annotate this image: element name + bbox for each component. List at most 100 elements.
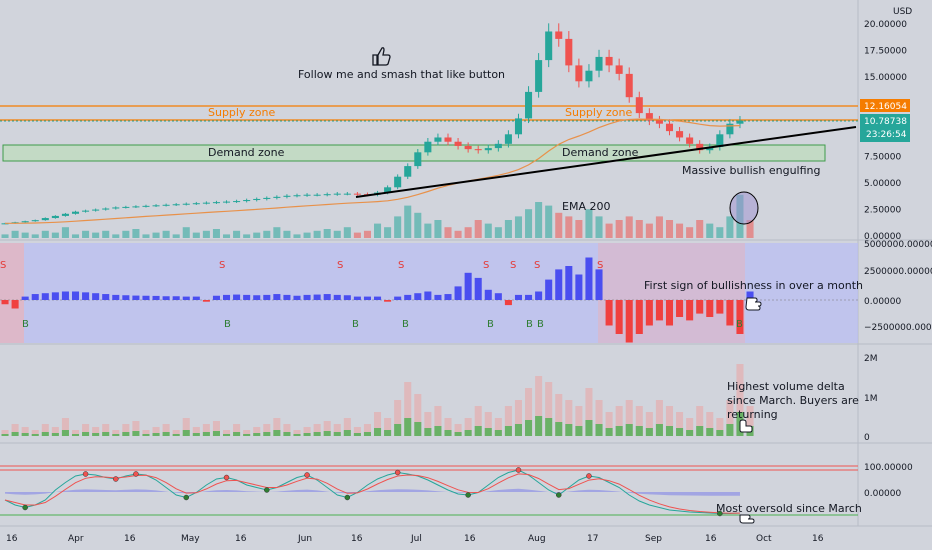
sell-signal: S (398, 260, 404, 271)
volume-delta-bar (333, 424, 341, 436)
volume-delta-bar (293, 430, 301, 436)
volume-bar (444, 227, 452, 238)
signal-histogram-bar (414, 293, 422, 300)
price-tick-label: 2.50000 (864, 206, 901, 216)
stochastic-cross-dot (586, 473, 592, 479)
candle-body (635, 97, 643, 114)
volume-delta-bar (384, 430, 392, 436)
candle-body (112, 207, 120, 209)
signal-histogram-bar (283, 294, 291, 300)
volume-delta-bar (374, 412, 382, 436)
volume-bar (555, 212, 563, 238)
volume-bar (615, 220, 623, 238)
thumbs-up-icon (372, 47, 391, 66)
volume-delta-bar (514, 400, 523, 436)
trend-line (355, 126, 857, 198)
candle-body (676, 131, 684, 138)
volume-delta-bar (605, 428, 613, 436)
volume-delta-bar (11, 432, 19, 436)
volume-bar (1, 234, 9, 238)
volume-bar (535, 202, 543, 238)
volume-delta-bar (293, 434, 301, 436)
signal-histogram-bar (696, 300, 704, 314)
volume-delta-bar (474, 406, 482, 436)
signal-histogram-bar (535, 291, 543, 300)
volume-delta-bar (575, 406, 583, 436)
price-axis[interactable]: USD 20.0000017.5000015.0000012.5000010.0… (860, 7, 912, 242)
volume-delta-bar (635, 426, 643, 436)
volume-delta-bar (152, 427, 160, 436)
volume-delta-bar (504, 406, 512, 436)
currency-label: USD (893, 7, 912, 17)
signal-histogram-bar (454, 286, 462, 300)
signal-histogram-bar (605, 300, 613, 326)
candle-body (152, 205, 160, 207)
volume-bar (222, 234, 231, 238)
signal-histogram-bar (172, 296, 180, 300)
candle-body (333, 193, 341, 195)
volume-delta-bar (414, 394, 422, 436)
volume-delta-bar (283, 424, 291, 436)
candle-body (484, 148, 492, 151)
volume-delta-bar (273, 430, 281, 436)
volume-bar (212, 229, 220, 238)
volume-delta-bar (555, 394, 563, 436)
like-annotation: Follow me and smash that like button (298, 68, 505, 81)
volume-delta-bar (61, 430, 69, 436)
volume-delta-bar (525, 420, 533, 436)
time-tick-label: Jul (410, 534, 422, 544)
volume-delta-bar (243, 430, 251, 436)
supply-zone-label-left: Supply zone (208, 106, 275, 119)
volume-delta-bar (706, 412, 714, 436)
signal-histogram-bar (545, 279, 553, 300)
volume-bar (504, 220, 512, 238)
stochastic-pane (0, 465, 858, 517)
volume-delta-bar (212, 421, 220, 436)
volume-bar (686, 227, 694, 238)
volume-bar (353, 232, 361, 238)
volume-delta-bar (172, 434, 180, 436)
volume-delta-bar (746, 406, 754, 436)
volume-bar (514, 216, 523, 238)
signal-histogram-bar (182, 296, 190, 300)
volume-delta-bar (736, 364, 744, 436)
buy-signal: B (402, 319, 409, 330)
volume-delta-bar (82, 432, 90, 436)
stochastic-cross-dot (82, 471, 89, 477)
buy-signal: B (22, 319, 29, 330)
volume-delta-bar (464, 430, 472, 436)
volume-delta-bar (323, 431, 331, 436)
time-tick-label: 16 (812, 534, 824, 544)
volume-bar (263, 230, 271, 238)
volume-bar (122, 230, 130, 238)
signal-histogram-bar (112, 294, 120, 300)
volume-bar (565, 216, 573, 238)
signal-histogram-bar (384, 300, 392, 302)
volume-bar (243, 234, 251, 238)
volume-delta-bar (394, 400, 402, 436)
stochastic-cross-dot (344, 494, 351, 501)
volume-bar (162, 230, 170, 238)
volume-bar (112, 234, 120, 238)
ema-label: EMA 200 (562, 200, 610, 213)
candle-body (122, 206, 130, 208)
buy-signal: B (736, 319, 743, 330)
sell-signal: S (219, 260, 225, 271)
signal-histogram-bar (1, 300, 9, 305)
candle-body (263, 197, 271, 199)
time-axis[interactable]: 16 Apr 16 May 16 Jun 16 Jul 16 Aug 17 Sep 16 Oct 16 (6, 534, 824, 544)
signal-histogram-bar (323, 294, 331, 300)
volume-delta-bar (494, 430, 502, 436)
signal-histogram-bar (152, 295, 160, 300)
candle-body (31, 220, 39, 222)
stochastic-cross-dot (304, 472, 310, 478)
stochastic-cross-dot (465, 492, 471, 498)
candle-body (595, 56, 603, 71)
volume-delta-bar (61, 418, 69, 436)
volume-delta-bar (333, 432, 341, 436)
price-tick-label: 5.00000 (864, 179, 901, 189)
volume-bar (635, 220, 643, 238)
volume-delta-bar (716, 418, 724, 436)
volume-bar (726, 216, 734, 238)
